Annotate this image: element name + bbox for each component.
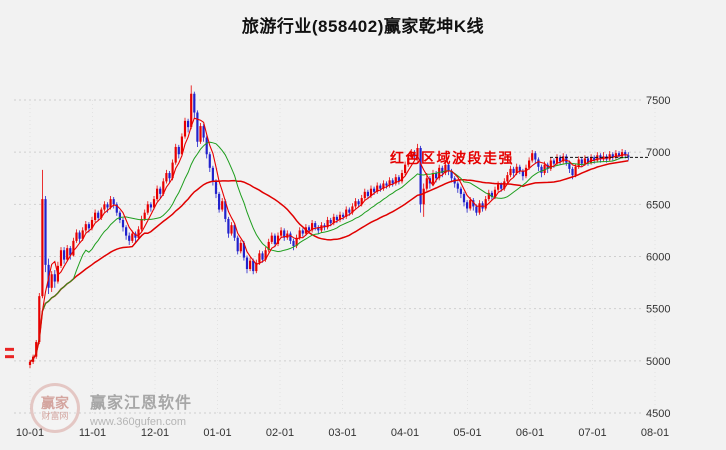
x-axis-tick-label: 06-01 <box>516 427 544 439</box>
y-axis-tick-label: 7000 <box>646 147 670 159</box>
ma-line-MA-slow <box>29 160 629 363</box>
x-axis-tick-label: 08-01 <box>641 427 669 439</box>
winner-seal-logo-icon: 赢家 财富网 <box>30 383 80 433</box>
candles-layer <box>28 85 630 369</box>
ma-line-MA-mid <box>29 141 629 363</box>
x-axis-tick-label: 11-01 <box>79 427 106 439</box>
x-axis-tick-label: 12-01 <box>141 427 169 439</box>
logo-text-top: 赢家 <box>41 394 69 411</box>
x-axis-tick-label: 04-01 <box>391 427 419 439</box>
y-axis-tick-label: 6500 <box>646 199 670 211</box>
logo-text-bottom: 财富网 <box>41 410 69 421</box>
y-axis-tick-label: 4500 <box>646 408 670 420</box>
x-axis-tick-label: 10-01 <box>16 427 44 439</box>
x-axis-tick-label: 07-01 <box>578 427 606 439</box>
ma-lines-layer <box>29 117 629 363</box>
y-axis-tick-label: 5000 <box>646 356 670 368</box>
trend-annotation: 红色区域波段走强 <box>390 150 514 166</box>
grid-layer <box>14 99 656 414</box>
x-axis-tick-label: 02-01 <box>266 427 294 439</box>
y-axis-tick-label: 6000 <box>646 252 670 264</box>
chart-title: 旅游行业(858402)赢家乾坤K线 <box>241 17 485 36</box>
watermark-name: 赢家江恩软件 <box>90 394 193 412</box>
x-axis-tick-label: 05-01 <box>453 427 481 439</box>
left-price-marker <box>5 355 14 359</box>
watermark-url: www.360gufen.com <box>90 415 186 428</box>
axis-labels-layer: 7500 7000 6500 6000 5500 5000 4500 10-01 11-01 12… <box>16 95 671 439</box>
watermark: 赢家 财富网 赢家江恩软件 www.360gufen.com <box>30 383 192 433</box>
x-axis-tick-label: 01-01 <box>203 427 231 439</box>
overlay-layer <box>5 156 648 359</box>
ma-line-MA-fast <box>29 117 629 363</box>
y-axis-tick-label: 5500 <box>646 304 670 316</box>
left-price-marker <box>5 347 14 351</box>
y-axis-tick-label: 7500 <box>646 95 670 107</box>
x-axis-tick-label: 03-01 <box>328 427 356 439</box>
